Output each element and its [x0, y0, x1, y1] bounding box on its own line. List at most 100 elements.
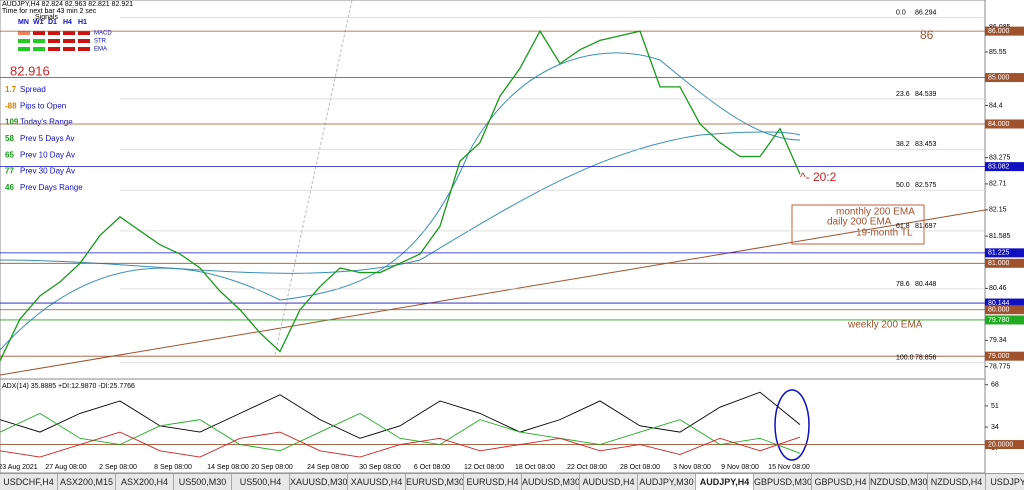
fib-price: 80.448 [915, 281, 937, 288]
signal-cell [33, 39, 45, 43]
timeframe: H1 [78, 19, 87, 26]
fib-price: 84.539 [915, 91, 937, 98]
symbol-tab[interactable]: USDJPY,H4 [986, 474, 1024, 490]
fib-level: 61.8 [896, 223, 910, 230]
info-label: Pips to Open [20, 101, 66, 110]
info-label: Prev 30 Day Av [20, 167, 75, 176]
info-value: 46 [5, 183, 14, 192]
info-label: Prev 5 Days Av [20, 134, 75, 143]
price-level-label: 85.000 [988, 74, 1010, 81]
fib-price: 78.856 [915, 355, 937, 362]
signal-cell [63, 39, 75, 43]
fib-level: 0.0 [896, 9, 906, 16]
info-label: Prev 10 Day Av [20, 150, 75, 159]
annotation-box [791, 204, 925, 245]
x-tick-label: 27 Aug 08:00 [45, 464, 86, 471]
signal-cell [63, 47, 75, 51]
y-tick-label: 78.775 [989, 363, 1011, 370]
timeframe: H4 [63, 19, 72, 26]
price-level-label: 81.225 [988, 250, 1010, 257]
symbol-tab[interactable]: ASX200,M15 [58, 474, 116, 490]
signal-cell [18, 31, 30, 35]
x-tick-label: 15 Nov 08:00 [768, 464, 810, 471]
price-level-label: 81.000 [988, 260, 1010, 267]
symbol-header: AUDJPY,H4 82.824 82.963 82.821 82.921 [2, 1, 133, 8]
signal-cell [33, 47, 45, 51]
y-tick-label: 79.34 [989, 337, 1007, 344]
price-level-tag [985, 258, 1024, 268]
highlight-ellipse [774, 389, 810, 461]
signals-label: Signals [35, 14, 58, 21]
signal-cell [63, 31, 75, 35]
symbol-tab[interactable]: ASX200,H4 [116, 474, 174, 490]
fib-level: 100.0 [896, 355, 914, 362]
y-tick-label: 34 [991, 424, 999, 431]
symbol-tab[interactable]: US500,M30 [174, 474, 232, 490]
symbol-tab[interactable]: US500,H4 [232, 474, 290, 490]
signal-cell [78, 47, 90, 51]
fib-price: 83.453 [915, 141, 937, 148]
x-tick-label: 22 Oct 08:00 [567, 464, 607, 471]
price-level-label: 80.144 [988, 300, 1010, 307]
adx-level-label: 20.0000 [988, 441, 1013, 448]
indicator-name: STR [94, 39, 107, 45]
chart: AUDJPY,H4 82.824 82.963 82.821 82.921 Ti… [0, 0, 1024, 473]
indicator-name: EMA [94, 47, 107, 53]
price-line [0, 29, 801, 362]
annotation: weekly 200 EMA [847, 320, 923, 331]
info-value: 65 [5, 150, 14, 159]
signal-cell [78, 31, 90, 35]
adx-level-tag [985, 440, 1024, 450]
symbol-tab[interactable]: USDCHF,H4 [0, 474, 58, 490]
symbol-tab[interactable]: AUDJPY,M30 [638, 474, 696, 490]
signal-cell [33, 31, 45, 35]
x-tick-label: 9 Nov 08:00 [721, 464, 759, 471]
info-label: Today's Range [20, 118, 73, 127]
symbol-tab[interactable]: NZDUSD,H4 [928, 474, 986, 490]
timer: Time for next bar 43 min 2 sec [2, 8, 97, 15]
signal-cell [48, 47, 60, 51]
trend-line [0, 209, 986, 376]
price-level-label: 84.000 [988, 121, 1010, 128]
x-tick-label: 12 Oct 08:00 [464, 464, 504, 471]
symbol-tab[interactable]: EURUSD,M30 [406, 474, 464, 490]
symbol-tab[interactable]: GBPUSD,M30 [754, 474, 812, 490]
timeframe: D1 [48, 19, 57, 26]
x-tick-label: 24 Sep 08:00 [307, 464, 349, 471]
info-value: 109 [5, 118, 19, 127]
symbol-tab[interactable]: NZDUSD,M30 [870, 474, 928, 490]
y-tick-label: 84.4 [989, 102, 1003, 109]
price-level-label: 79.000 [988, 353, 1010, 360]
annotation: 19-month TL [856, 228, 913, 239]
x-tick-label: 20 Sep 08:00 [251, 464, 293, 471]
y-tick-label: 51 [991, 403, 999, 410]
symbol-tab[interactable]: EURUSD,H4 [464, 474, 522, 490]
x-tick-label: 28 Oct 08:00 [620, 464, 660, 471]
price-level-tag [985, 315, 1024, 325]
adx-line [0, 431, 801, 458]
x-tick-label: 6 Oct 08:00 [414, 464, 450, 471]
indicator-name: MACD [94, 31, 112, 37]
x-tick-label: 18 Oct 08:00 [515, 464, 555, 471]
symbol-tab[interactable]: AUDUSD,H4 [580, 474, 638, 490]
y-tick-label: 83.275 [989, 154, 1011, 161]
info-value: -88 [5, 101, 17, 110]
timeframe: W1 [33, 19, 44, 26]
adx-line [0, 391, 801, 439]
fib-level: 38.2 [896, 141, 910, 148]
price-level-tag [985, 305, 1024, 315]
symbol-tab[interactable]: XAUUSD,M30 [290, 474, 348, 490]
info-value: 1.7 [5, 85, 17, 94]
symbol-tab[interactable]: XAUUSD,H4 [348, 474, 406, 490]
symbol-tab[interactable]: GBPUSD,H4 [812, 474, 870, 490]
price-level-tag [985, 26, 1024, 36]
symbol-tab[interactable]: AUDJPY,H4 [696, 474, 754, 490]
x-tick-label: 14 Sep 08:00 [207, 464, 249, 471]
symbol-tab[interactable]: AUDUSD,M30 [522, 474, 580, 490]
info-value: 77 [5, 167, 14, 176]
price-level-label: 80.000 [988, 307, 1010, 314]
fib-guide [274, 0, 353, 356]
price-level-tag [985, 162, 1024, 172]
plot-frame [0, 0, 986, 473]
